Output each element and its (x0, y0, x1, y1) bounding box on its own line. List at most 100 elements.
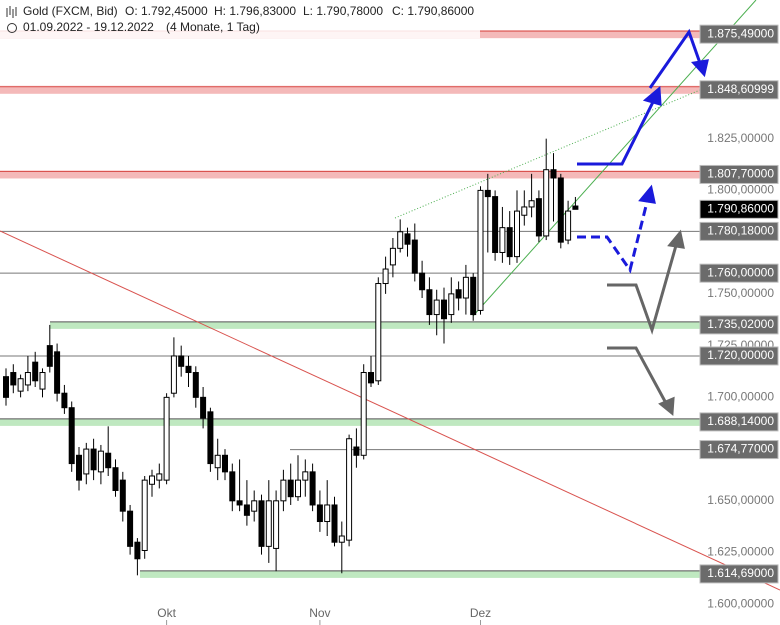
candle-body (170, 355, 177, 394)
candle-body (178, 355, 185, 367)
x-tick-label: Nov (309, 606, 330, 620)
candle-body (17, 378, 24, 392)
candle-body (76, 454, 82, 481)
candle-body (61, 392, 68, 409)
level-label-box (699, 440, 779, 460)
y-tick-label: 1.825,00000 (707, 131, 774, 145)
candle-body (404, 233, 411, 245)
level-label: 1.848,60999 (707, 82, 774, 96)
level-label: 1.780,18000 (707, 224, 774, 238)
level-band (0, 85, 700, 94)
candle-body (200, 396, 207, 419)
candle-body (419, 272, 426, 291)
level-label-box (699, 346, 779, 366)
candle-body (90, 448, 97, 471)
candle-body (338, 535, 345, 543)
candle-body (10, 372, 17, 386)
level-label: 1.720,00000 (707, 348, 774, 362)
candle-body (46, 345, 53, 367)
candles (3, 138, 579, 576)
candle-body (119, 479, 126, 512)
candle-body (565, 210, 572, 241)
level-label: 1.790,86000 (707, 201, 774, 215)
candle-body (448, 293, 455, 316)
header-open: O: 1.792,45000 (125, 4, 208, 18)
chart-subtitle: 01.09.2022 - 19.12.2022 (23, 20, 154, 34)
y-tick-label: 1.650,00000 (707, 493, 774, 507)
chart-icon (6, 6, 17, 18)
chart-title: Gold (FXCM, Bid) (23, 4, 118, 18)
candle-body (97, 450, 104, 473)
candle-body (222, 454, 228, 473)
candle-body (149, 475, 155, 485)
candle-body (477, 189, 484, 311)
level-label: 1.735,02000 (707, 317, 774, 331)
candle-body (112, 467, 119, 491)
candle-body (455, 289, 462, 299)
candle-body (389, 247, 396, 266)
x-tick-label: Dez (470, 606, 491, 620)
y-tick-label: 1.800,00000 (707, 183, 774, 197)
candle-body (411, 239, 418, 274)
y-tick-label: 1.700,00000 (707, 390, 774, 404)
header-bg (0, 0, 480, 38)
candle-body (163, 396, 170, 481)
level-band (50, 321, 700, 329)
level-label-box (699, 80, 779, 100)
level-label: 1.688,14000 (707, 414, 774, 428)
candle-body (572, 205, 579, 210)
candle-body (397, 231, 404, 249)
candle-body (499, 227, 506, 253)
red-trendline (0, 230, 780, 591)
price-axis: 1.825,000001.800,000001.750,000001.725,0… (157, 24, 779, 625)
level-label-box (699, 221, 779, 241)
candle-body (543, 169, 550, 237)
candle-body (214, 454, 221, 469)
candle-body (273, 500, 280, 549)
candle-body (433, 299, 440, 316)
green-trendline (472, 0, 757, 317)
candle-body (280, 479, 287, 502)
level-label-box (699, 199, 779, 219)
green-dotted-trendline (394, 89, 701, 219)
y-tick-label: 1.625,00000 (707, 545, 774, 559)
candle-body (382, 268, 389, 285)
blue-dashed-arrow (577, 197, 650, 274)
candle-body (295, 479, 301, 498)
scenario-arrows (577, 28, 709, 416)
candle-body (331, 504, 338, 543)
x-tick-label: Okt (157, 606, 176, 620)
candle-body (68, 407, 75, 465)
candle-body (251, 500, 258, 512)
candle-body (353, 446, 360, 456)
candle-body (316, 504, 323, 523)
arrowhead (658, 396, 675, 416)
candle-body (324, 504, 331, 523)
candle-body (462, 276, 469, 299)
candle-body (141, 479, 148, 551)
level-label-box (699, 263, 779, 283)
level-label: 1.807,70000 (707, 167, 774, 181)
candle-body (302, 471, 309, 481)
candle-body (134, 541, 141, 560)
level-band (0, 170, 700, 179)
candle-body (557, 177, 564, 243)
candle-body (426, 289, 433, 316)
candle-body (368, 372, 374, 384)
candle-body (360, 372, 367, 456)
arrowhead (642, 85, 662, 107)
candle-body (127, 510, 134, 547)
arrowhead (667, 229, 685, 249)
candle-body (506, 227, 513, 258)
candle-body (346, 438, 353, 541)
candle-body (207, 411, 214, 465)
candle-body (156, 473, 163, 481)
gray-arrow (607, 346, 669, 406)
level-label: 1.674,77000 (707, 442, 774, 456)
candle-body (375, 283, 382, 382)
candle-body (287, 479, 294, 498)
level-label-box (699, 412, 779, 432)
blue-arrow (577, 97, 657, 166)
blue-arrow (648, 28, 703, 89)
